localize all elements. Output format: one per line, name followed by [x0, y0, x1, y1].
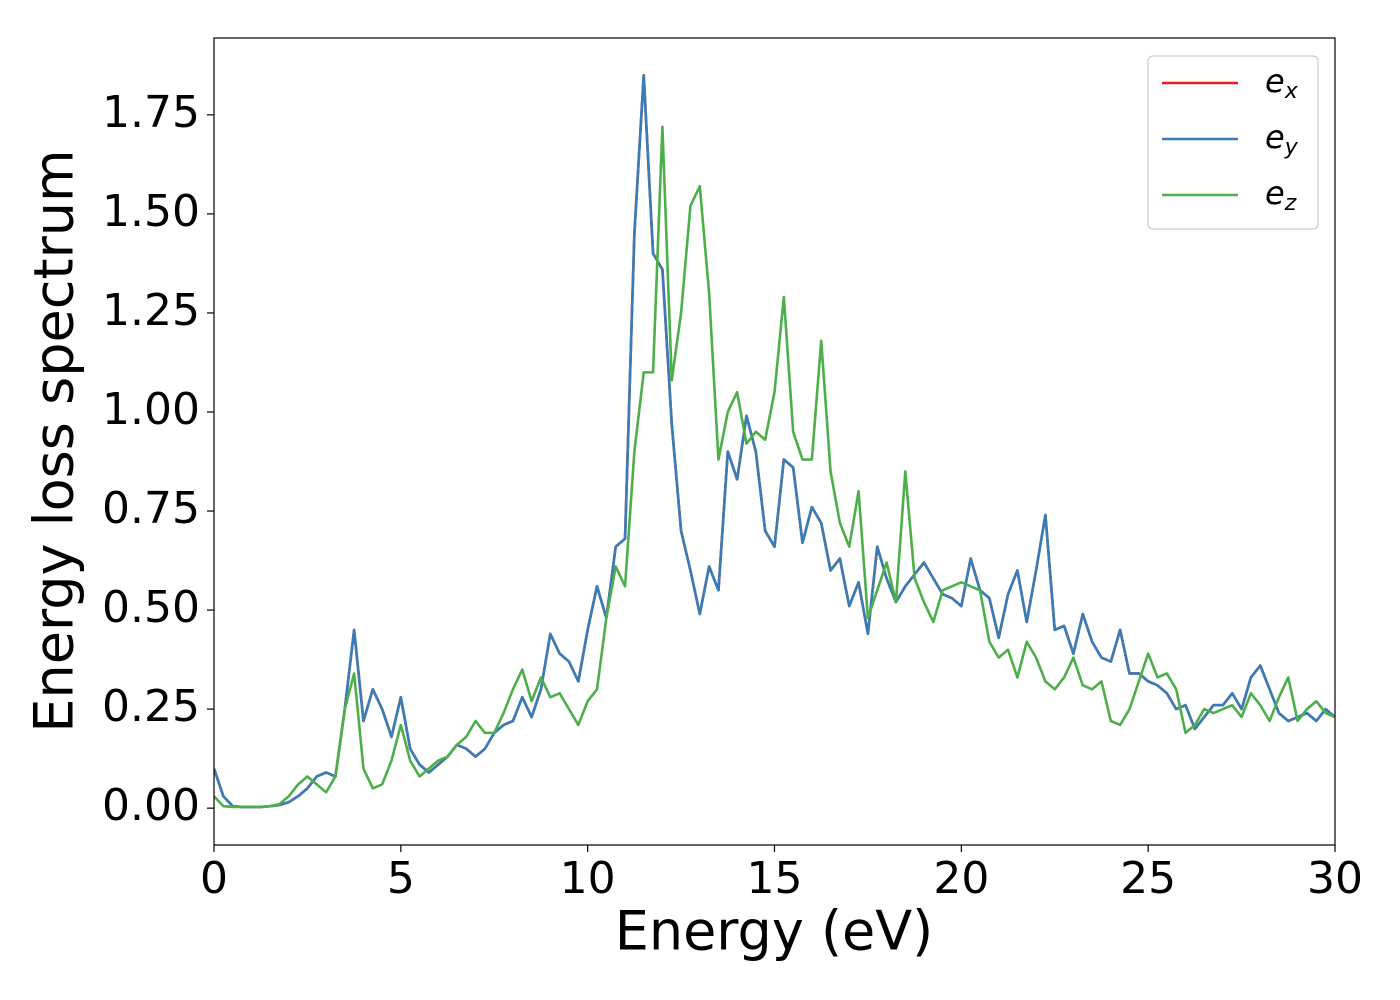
- x-axis-label: Energy (eV): [615, 900, 934, 963]
- x-tick-label: 0: [200, 853, 228, 904]
- y-tick-label: 0.00: [102, 780, 200, 831]
- y-tick-label: 1.00: [102, 384, 200, 435]
- y-tick-label: 1.25: [102, 285, 200, 336]
- y-tick-label: 0.75: [102, 483, 200, 534]
- legend-label: ex: [1265, 62, 1299, 104]
- x-tick-label: 25: [1120, 853, 1176, 904]
- legend-label: ey: [1265, 118, 1299, 160]
- x-tick-label: 20: [933, 853, 989, 904]
- legend-label: ez: [1265, 174, 1297, 216]
- y-tick-label: 1.75: [102, 87, 200, 138]
- series-group: [214, 73, 1335, 809]
- y-tick-label: 0.50: [102, 582, 200, 633]
- x-tick-label: 10: [560, 853, 616, 904]
- series-line: [214, 73, 1335, 809]
- x-tick-label: 30: [1307, 853, 1363, 904]
- x-tick-label: 5: [387, 853, 415, 904]
- x-tick-label: 15: [747, 853, 803, 904]
- y-axis-label: Energy loss spectrum: [23, 149, 86, 732]
- legend-box: [1147, 55, 1319, 230]
- series-line: [214, 125, 1335, 809]
- y-tick-label: 1.50: [102, 186, 200, 237]
- y-tick-label: 0.25: [102, 681, 200, 732]
